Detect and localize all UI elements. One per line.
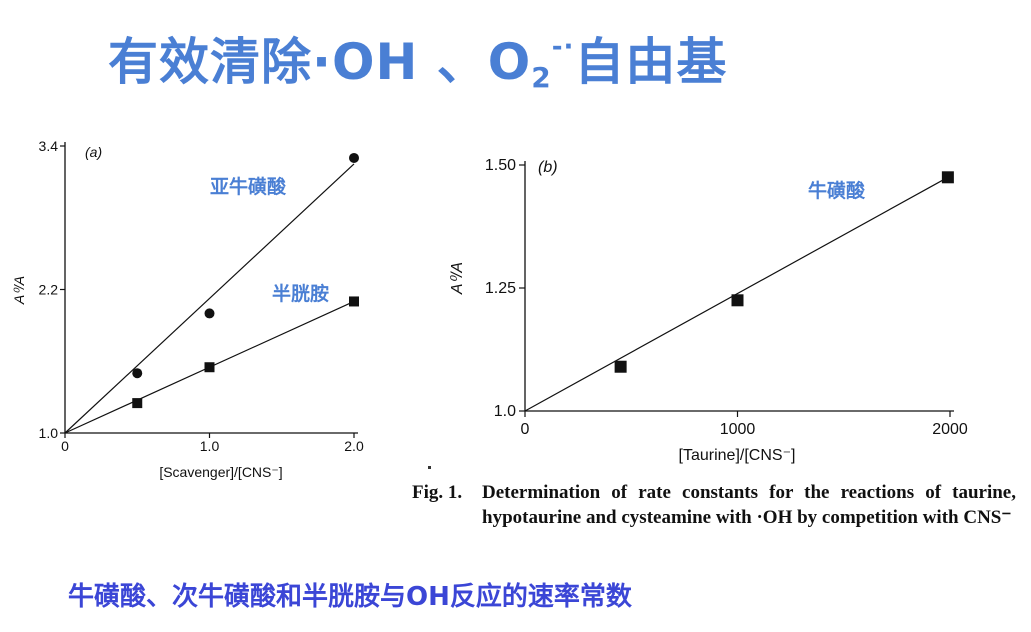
- data-point-circle: [132, 368, 143, 379]
- x-tick-label: 0: [61, 438, 69, 454]
- x-tick-label: 0: [521, 421, 530, 438]
- figure-caption: Fig. 1. Determination of rate constants …: [412, 480, 1016, 530]
- data-point-circle: [204, 308, 215, 319]
- y-axis-label: A⁰/A: [11, 276, 27, 305]
- data-point-square: [941, 171, 954, 184]
- series-label: 牛磺酸: [808, 179, 866, 202]
- data-point-square: [204, 362, 215, 373]
- y-tick-label: 1.25: [485, 280, 516, 297]
- data-point-square: [349, 296, 359, 307]
- data-point-circle: [349, 152, 359, 163]
- y-tick-label: 2.2: [39, 282, 59, 298]
- fit-line-1: [524, 176, 949, 412]
- stray-dot: [428, 466, 431, 469]
- slide-title-subscript: 2: [531, 61, 552, 94]
- x-tick-label: 2000: [932, 421, 968, 438]
- y-tick-label: 1.0: [494, 403, 516, 420]
- y-tick-label: 3.4: [39, 138, 59, 154]
- slide-title-superscript: -·: [551, 32, 575, 62]
- x-tick-label: 2.0: [344, 438, 364, 454]
- x-axis-label: [Scavenger]/[CNS⁻]: [159, 464, 282, 480]
- slide-title: 有效清除·OH 、O2-·自由基: [108, 22, 727, 94]
- chart-panel-1: [60, 142, 359, 438]
- slide-footer: 牛磺酸、次牛磺酸和半胱胺与OH反应的速率常数: [68, 582, 632, 612]
- x-tick-label: 1000: [720, 421, 756, 438]
- y-axis-label: A⁰/A: [449, 262, 466, 295]
- panel-label: (b): [538, 159, 558, 176]
- series-label: 半胱胺: [272, 282, 329, 305]
- slide-title-end: 自由基: [574, 33, 728, 91]
- chart-panel-2: [519, 161, 954, 417]
- data-point-square: [614, 360, 627, 373]
- caption-text: Determination of rate constants for the …: [482, 482, 1016, 528]
- y-tick-label: 1.50: [485, 157, 516, 174]
- x-tick-label: 1.0: [200, 438, 220, 454]
- panel-label: (a): [85, 144, 102, 160]
- x-axis-label: [Taurine]/[CNS⁻]: [679, 447, 796, 464]
- slide-title-main: 有效清除·OH 、O: [108, 33, 532, 91]
- caption-label: Fig. 1.: [412, 482, 463, 503]
- data-point-square: [731, 294, 744, 307]
- y-tick-label: 1.0: [39, 425, 59, 441]
- data-point-square: [132, 398, 143, 409]
- fit-line-1: [64, 163, 355, 434]
- series-label: 亚牛磺酸: [210, 175, 287, 198]
